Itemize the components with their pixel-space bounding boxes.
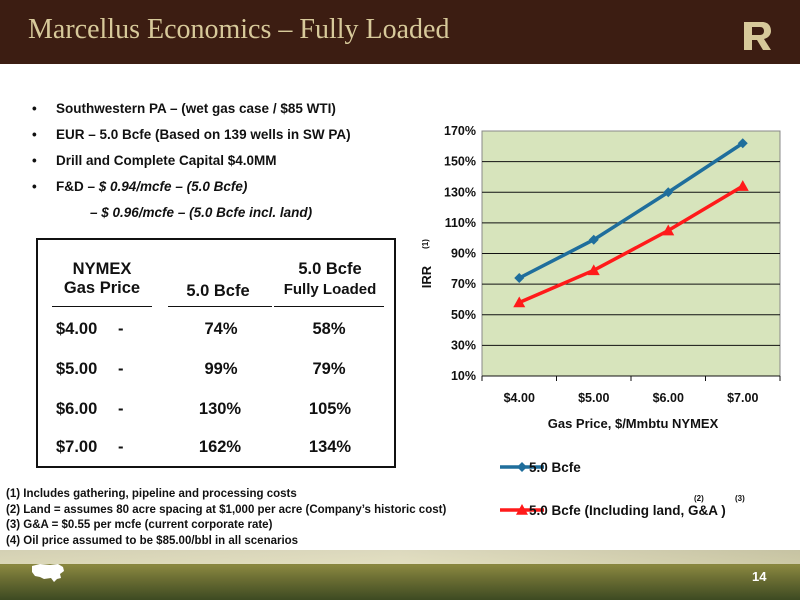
legend-label: 5.0 Bcfe xyxy=(529,460,581,475)
legend-label: 5.0 Bcfe (Including land, G&A ) xyxy=(529,503,726,518)
y-axis-label-superscript: (1) xyxy=(421,239,430,249)
page-title: Marcellus Economics – Fully Loaded xyxy=(28,14,450,45)
y-tick-label: 30% xyxy=(451,338,476,352)
bullet-item: • EUR – 5.0 Bcfe (Based on 139 wells in S… xyxy=(32,127,351,142)
page-number: 14 xyxy=(752,569,767,584)
table-header-price: NYMEX Gas Price xyxy=(63,260,141,297)
y-tick-label: 130% xyxy=(444,185,476,199)
bullet-list: • Southwestern PA – (wet gas case / $85 W… xyxy=(32,96,412,226)
footnote: (3) G&A = $0.55 per mcfe (current corpor… xyxy=(6,519,273,531)
bullet-item: • Drill and Complete Capital $4.0MM xyxy=(32,153,277,168)
data-point xyxy=(737,138,748,149)
footnotes: (1) Includes gathering, pipeline and pro… xyxy=(6,487,446,549)
y-tick-label: 50% xyxy=(451,308,476,322)
header-divider xyxy=(274,306,384,307)
table-header-loaded: 5.0 Bcfe Fully Loaded xyxy=(283,260,377,298)
data-point xyxy=(514,273,525,283)
x-tick-label: $6.00 xyxy=(653,391,684,405)
footnote: (4) Oil price assumed to be $85.00/bbl i… xyxy=(6,534,299,547)
data-point xyxy=(662,224,675,236)
x-tick-label: $5.00 xyxy=(578,391,609,405)
x-tick-label: $4.00 xyxy=(504,391,535,405)
table-header-base: 5.0 Bcfe xyxy=(186,282,250,300)
data-point xyxy=(736,180,749,191)
bullet-item-continuation: – $ 0.96/mcfe – (5.0 Bcfe incl. land) xyxy=(90,205,313,220)
footnote: (1) Includes gathering, pipeline and pro… xyxy=(6,488,297,500)
legend-marker xyxy=(516,504,528,515)
header-divider xyxy=(168,306,272,307)
x-tick-label: $7.00 xyxy=(727,391,758,405)
y-tick-label: 150% xyxy=(444,155,476,169)
landscape-banner xyxy=(0,550,800,600)
legend-marker xyxy=(517,462,527,472)
y-tick-label: 70% xyxy=(451,277,476,291)
data-point xyxy=(587,264,600,276)
legend-superscript: (3) xyxy=(735,494,745,503)
plot-area: 10% 30% 50% 70% 90% 110% 130% 150% 170% $4.00 $5.0… xyxy=(444,124,781,405)
title-bar: Marcellus Economics – Fully Loaded xyxy=(0,0,800,64)
footnote: (2) Land = assumes 80 acre spacing at $1… xyxy=(6,503,447,516)
series-line-1 xyxy=(518,141,744,280)
r-monogram-logo xyxy=(740,20,772,52)
header-divider xyxy=(52,306,152,307)
y-tick-label: 90% xyxy=(451,247,476,261)
y-tick-label: 110% xyxy=(445,216,476,230)
series-line-2 xyxy=(518,184,744,305)
bullet-item: • Southwestern PA – (wet gas case / $85 W… xyxy=(32,101,336,116)
y-tick-label: 10% xyxy=(451,369,476,383)
data-point xyxy=(513,296,526,308)
y-axis-label: IRR xyxy=(419,265,434,288)
legend-superscript: (2) xyxy=(694,494,704,503)
us-map-icon xyxy=(32,564,64,582)
plot-background xyxy=(481,130,781,377)
irr-table: NYMEX Gas Price 5.0 Bcfe 5.0 Bcfe Fully … xyxy=(36,238,396,468)
data-point xyxy=(663,187,674,198)
bullet-item: • F&D – $ 0.94/mcfe – (5.0 Bcfe) xyxy=(32,179,248,194)
data-point xyxy=(588,234,599,245)
y-tick-label: 170% xyxy=(444,124,476,138)
x-axis-label: Gas Price, $/Mmbtu NYMEX xyxy=(548,416,719,431)
